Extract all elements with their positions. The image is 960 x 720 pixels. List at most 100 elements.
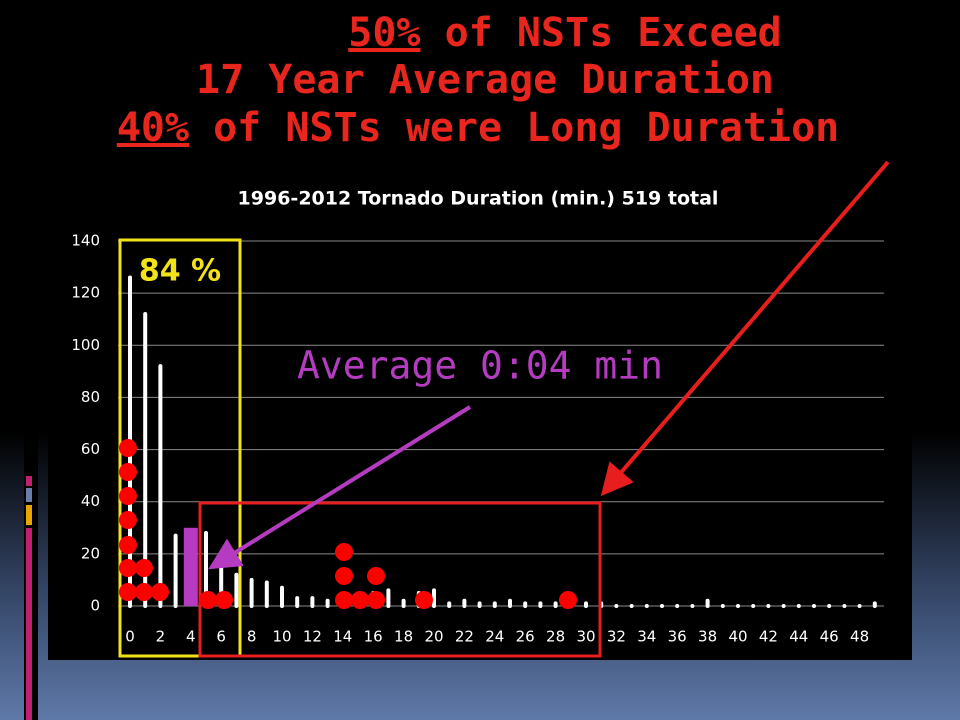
x-tick-label: 46: [820, 628, 839, 646]
bar: [183, 527, 198, 606]
decor: [26, 528, 32, 720]
bar: [538, 601, 543, 608]
title-part: 40%: [117, 105, 189, 151]
bar: [234, 572, 239, 608]
bar: [827, 604, 832, 608]
y-tick-label: 140: [71, 232, 100, 250]
y-tick-label: 40: [81, 492, 100, 510]
x-tick-label: 24: [485, 628, 504, 646]
dot: [119, 487, 137, 505]
decor: [26, 476, 32, 486]
highlight-box: [198, 501, 602, 658]
x-tick-label: 4: [186, 628, 196, 646]
dot: [415, 591, 433, 609]
y-tick-label: 80: [81, 388, 100, 406]
annotations: 84 % Average 0:04 min: [118, 160, 890, 658]
x-tick-label: 30: [576, 628, 595, 646]
arrow: [600, 160, 890, 497]
bar: [295, 596, 300, 608]
y-tick-label: 120: [71, 284, 100, 302]
bar: [872, 601, 877, 608]
bar: [781, 604, 786, 608]
title-line: 50% of NSTs Exceed: [348, 10, 781, 56]
bar: [462, 598, 467, 608]
bar: [584, 601, 588, 608]
arrow: [208, 405, 472, 570]
x-tick-label: 38: [698, 628, 717, 646]
x-tick-label: 12: [303, 628, 322, 646]
x-tick-label: 20: [424, 628, 443, 646]
dot: [119, 439, 137, 457]
y-tick-label: 0: [90, 597, 100, 615]
dot: [215, 591, 233, 609]
x-tick-label: 28: [546, 628, 565, 646]
x-tick-label: 18: [394, 628, 413, 646]
dot: [335, 567, 353, 585]
bar: [736, 604, 740, 608]
title-line: 40% of NSTs were Long Duration: [117, 105, 839, 151]
x-tick-label: 8: [247, 628, 257, 646]
y-tick-label: 60: [81, 440, 100, 458]
dot: [351, 591, 369, 609]
dot: [199, 591, 217, 609]
x-tick-label: 10: [272, 628, 291, 646]
x-tick-label: 48: [850, 628, 869, 646]
bar: [143, 312, 148, 608]
bar: [812, 604, 816, 608]
dot: [119, 536, 137, 554]
dot: [335, 543, 353, 561]
bar: [614, 604, 619, 608]
bar: [280, 585, 284, 608]
x-tick-label: 22: [455, 628, 474, 646]
title-part: of NSTs Exceed: [421, 10, 782, 56]
bar: [386, 588, 391, 608]
bar: [705, 598, 710, 608]
bar: [492, 601, 497, 608]
bar: [310, 596, 315, 608]
x-tick-label: 44: [789, 628, 808, 646]
bar: [553, 601, 558, 608]
title-part: of NSTs were Long Duration: [189, 105, 839, 151]
bar: [796, 604, 801, 608]
decor: [26, 488, 32, 502]
dot: [135, 583, 153, 601]
bar: [447, 601, 452, 608]
x-tick-label: 36: [668, 628, 687, 646]
bar: [690, 604, 695, 608]
bar: [857, 604, 862, 608]
bar: [751, 604, 756, 608]
x-tick-label: 16: [364, 628, 383, 646]
bar: [249, 577, 254, 608]
x-tick-label: 40: [728, 628, 747, 646]
title-part: 50%: [348, 10, 420, 56]
dot: [335, 591, 353, 609]
bar: [720, 604, 725, 608]
bar: [173, 533, 178, 608]
dot: [119, 511, 137, 529]
dot: [119, 559, 137, 577]
bar: [629, 604, 634, 608]
title-line: 17 Year Average Duration: [196, 57, 774, 103]
dot: [135, 559, 153, 577]
x-tick-label: 2: [156, 628, 166, 646]
bar: [675, 604, 680, 608]
bar: [644, 604, 649, 608]
dot: [119, 463, 137, 481]
bar: [842, 604, 847, 608]
x-tick-label: 26: [516, 628, 535, 646]
x-tick-label: 32: [607, 628, 626, 646]
bar: [401, 598, 406, 608]
bar: [158, 364, 163, 608]
dot: [367, 591, 385, 609]
x-tick-label: 14: [333, 628, 352, 646]
bar: [477, 601, 482, 608]
y-tick-label: 20: [81, 544, 100, 562]
dot: [119, 583, 137, 601]
bar: [432, 588, 436, 608]
bar: [660, 604, 664, 608]
bar: [766, 604, 771, 608]
decor: [26, 505, 32, 525]
bar: [325, 598, 330, 608]
x-tick-label: 42: [759, 628, 778, 646]
